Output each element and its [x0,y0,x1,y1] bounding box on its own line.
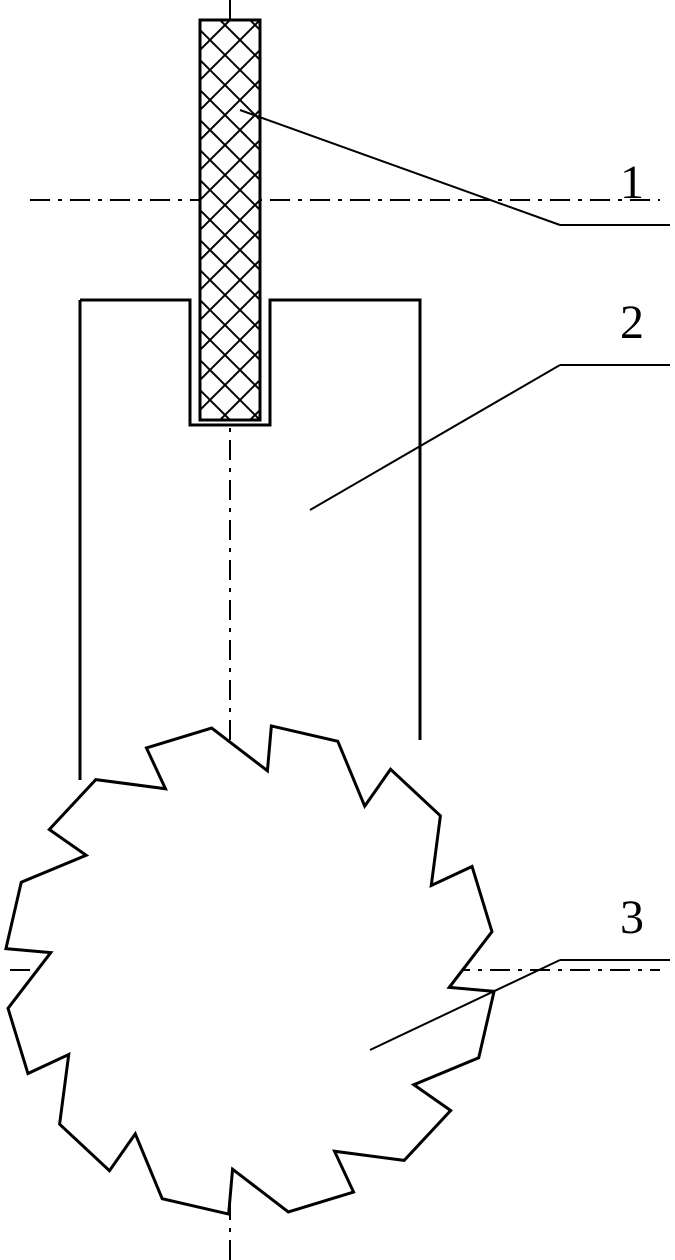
label-1: 1 [620,155,644,210]
label-3: 3 [620,890,644,945]
label-2: 2 [620,295,644,350]
mechanical-diagram [0,0,675,1260]
